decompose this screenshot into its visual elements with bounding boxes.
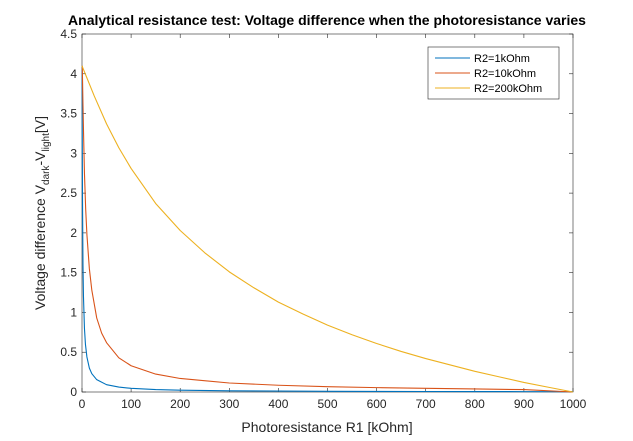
x-axis-label: Photoresistance R1 [kOhm] (241, 419, 412, 435)
y-tick-label: 4.5 (60, 27, 77, 41)
legend-entry-label: R2=200kOhm (474, 83, 542, 95)
y-axis-label-main: Voltage difference V (32, 184, 48, 310)
series-lines (81, 65, 574, 393)
x-tick-label: 300 (219, 397, 239, 411)
x-axis-ticks: 0 100 200 300 400 500 600 700 800 900 1000 (79, 34, 587, 411)
y-tick-label: 0.5 (60, 345, 77, 359)
x-tick-label: 200 (170, 397, 190, 411)
series-line-r2-200kohm (81, 65, 574, 393)
y-axis-label-sub-light: light (41, 133, 52, 152)
y-tick-label: 0 (70, 385, 77, 399)
x-tick-label: 900 (514, 397, 534, 411)
y-tick-label: 1.5 (60, 266, 77, 280)
y-tick-label: 3 (70, 146, 77, 160)
legend-entry-label: R2=1kOhm (474, 53, 530, 65)
y-tick-label: 3.5 (60, 107, 77, 121)
x-tick-label: 600 (367, 397, 387, 411)
x-tick-label: 800 (465, 397, 485, 411)
series-line-r2-1kohm (81, 65, 574, 393)
y-tick-label: 2.5 (60, 186, 77, 200)
series-line-r2-10kohm (81, 65, 574, 393)
chart-title: Analytical resistance test: Voltage diff… (68, 12, 586, 28)
x-tick-label: 0 (79, 397, 86, 411)
y-tick-label: 4 (70, 67, 77, 81)
legend-entry-label: R2=10kOhm (474, 68, 536, 80)
y-axis-label-unit: [V] (32, 116, 48, 133)
y-tick-label: 2 (70, 226, 77, 240)
x-tick-label: 1000 (560, 397, 587, 411)
y-axis-label-sub-dark: dark (41, 164, 52, 184)
x-tick-label: 400 (268, 397, 288, 411)
y-axis-label-minus: -V (32, 151, 48, 166)
y-axis-ticks: 0 0.5 1 1.5 2 2.5 3 3.5 4 4.5 (60, 27, 573, 399)
x-tick-label: 500 (317, 397, 337, 411)
y-tick-label: 1 (70, 305, 77, 319)
y-axis-label: Voltage difference Vdark-Vlight[V] (32, 116, 52, 310)
legend: R2=1kOhm R2=10kOhm R2=200kOhm (427, 46, 560, 100)
x-tick-label: 700 (416, 397, 436, 411)
x-tick-label: 100 (121, 397, 141, 411)
